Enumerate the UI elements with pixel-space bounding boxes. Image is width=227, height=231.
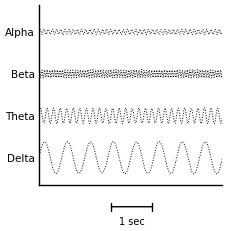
Text: Theta: Theta (5, 111, 35, 121)
Text: Delta: Delta (7, 153, 35, 163)
Text: Beta: Beta (11, 70, 35, 79)
Text: 1 sec: 1 sec (118, 216, 144, 226)
Text: Alpha: Alpha (5, 28, 35, 38)
